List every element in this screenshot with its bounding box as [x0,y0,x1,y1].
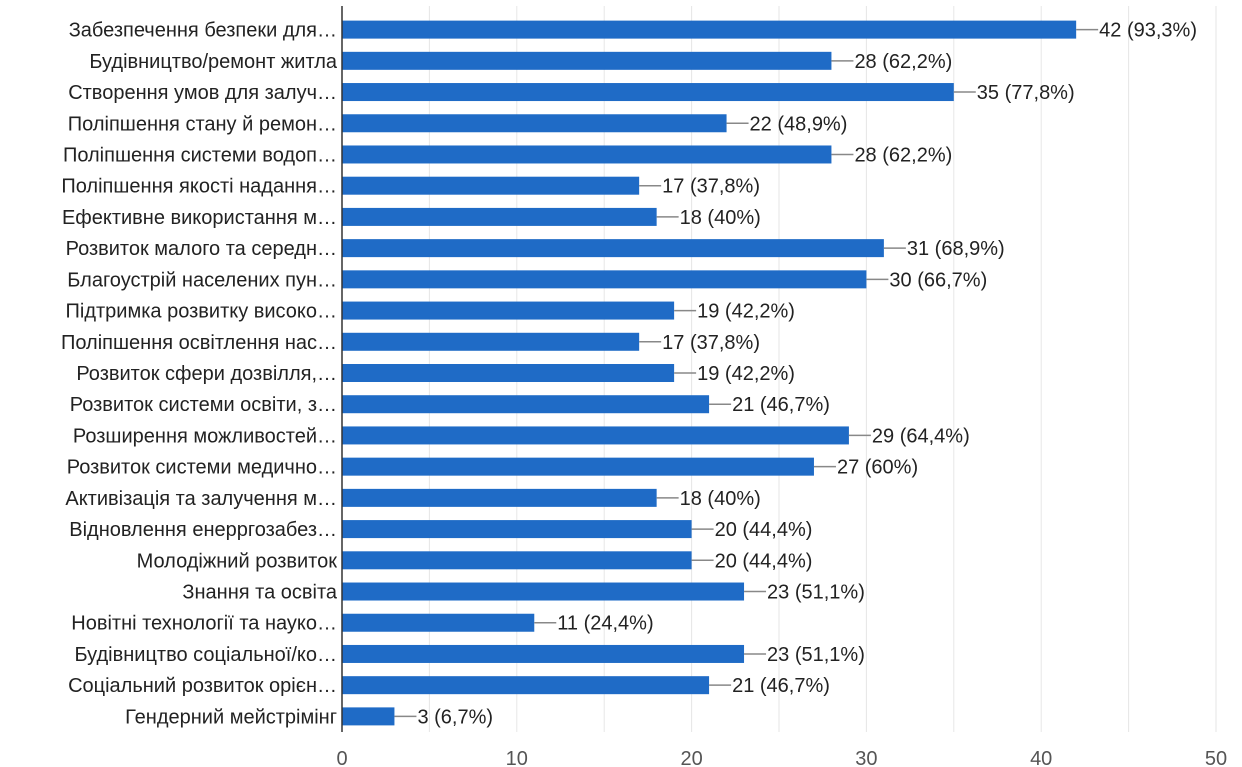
bar [342,364,674,382]
x-tick-label: 30 [855,748,877,767]
category-label: Соціальний розвиток орієн… [68,675,337,697]
category-label: Будівництво соціальної/ко… [74,644,337,666]
category-label: Поліпшення якості надання… [61,176,337,198]
x-axis-tick-labels: 0 10 20 30 40 50 [336,748,1227,767]
value-label: 20 (44,4%) [715,519,813,541]
bar [342,83,954,101]
bar [342,426,849,444]
bar [342,676,709,694]
category-label: Відновлення енерргозабез… [69,519,337,541]
bar [342,208,657,226]
category-label: Молодіжний розвиток [137,550,338,572]
bar [342,583,744,601]
bar [342,458,814,476]
value-label: 20 (44,4%) [715,550,813,572]
value-label: 35 (77,8%) [977,82,1075,104]
category-label: Забезпечення безпеки для… [69,20,337,42]
value-label: 28 (62,2%) [854,144,952,166]
bar [342,395,709,413]
bar [342,239,884,257]
category-label: Розвиток сфери дозвілля,… [76,363,337,385]
value-label: 29 (64,4%) [872,425,970,447]
bar [342,520,692,538]
value-label: 31 (68,9%) [907,238,1005,260]
value-label: 3 (6,7%) [417,706,493,728]
category-label: Розширення можливостей… [73,425,337,447]
value-label: 11 (24,4%) [557,613,653,635]
bar [342,145,831,163]
bar [342,114,727,132]
bar [342,645,744,663]
bar [342,177,639,195]
value-label: 17 (37,8%) [662,176,760,198]
value-label: 22 (48,9%) [750,113,848,135]
category-label: Поліпшення стану й ремон… [68,113,337,135]
bar [342,489,657,507]
category-label: Знання та освіта [182,582,337,604]
value-label: 23 (51,1%) [767,582,865,604]
category-label: Створення умов для залуч… [68,82,337,104]
bar [342,707,394,725]
bar [342,21,1076,39]
bar [342,270,866,288]
value-label: 28 (62,2%) [854,51,952,73]
value-label: 42 (93,3%) [1099,20,1197,42]
category-label: Підтримка розвитку високо… [66,301,337,323]
bar [342,302,674,320]
value-label: 30 (66,7%) [889,269,987,291]
x-tick-label: 10 [506,748,528,767]
category-label: Будівництво/ремонт житла [89,51,337,73]
category-label: Розвиток малого та середн… [66,238,337,260]
category-label: Активізація та залучення м… [65,488,337,510]
value-label: 21 (46,7%) [732,675,830,697]
category-label: Новітні технології та науко… [71,613,337,635]
value-label: 19 (42,2%) [697,301,795,323]
category-label: Гендерний мейстрімінг [125,706,337,728]
value-label: 17 (37,8%) [662,332,760,354]
category-label: Розвиток системи освіти, з… [70,394,337,416]
x-tick-label: 50 [1205,748,1227,767]
x-tick-label: 0 [336,748,347,767]
category-label: Розвиток системи медично… [67,457,337,479]
x-tick-label: 40 [1030,748,1052,767]
value-label: 27 (60%) [837,457,918,479]
category-label: Благоустрій населених пун… [67,269,337,291]
category-label: Поліпшення освітлення нас… [61,332,337,354]
bar [342,614,534,632]
category-labels: Забезпечення безпеки для… Будівництво/рем… [61,20,338,729]
value-label: 18 (40%) [680,207,761,229]
x-tick-label: 20 [680,748,702,767]
bar [342,333,639,351]
value-label: 18 (40%) [680,488,761,510]
value-label: 19 (42,2%) [697,363,795,385]
value-label: 21 (46,7%) [732,394,830,416]
category-label: Ефективне використання м… [62,207,337,229]
bar [342,52,831,70]
bar [342,551,692,569]
category-label: Поліпшення системи водоп… [63,144,337,166]
value-label: 23 (51,1%) [767,644,865,666]
